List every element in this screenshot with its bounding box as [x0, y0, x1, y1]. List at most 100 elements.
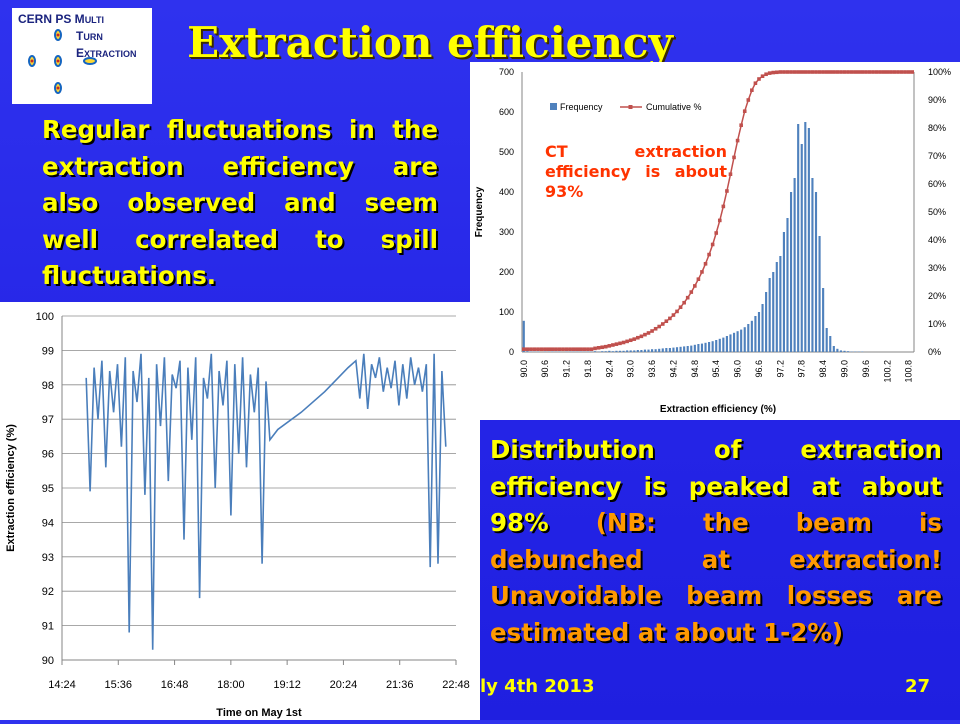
hist-cumulative-point	[536, 347, 540, 351]
hist-bar	[669, 348, 671, 352]
hist-cumulative-point	[771, 71, 775, 75]
hist-x-axis-title: Extraction efficiency (%)	[660, 404, 776, 415]
hist-y-tick-label: 600	[499, 107, 514, 117]
hist-cumulative-point	[558, 347, 562, 351]
hist-y-tick-label: 700	[499, 67, 514, 77]
hist-cumulative-point	[615, 342, 619, 346]
hist-bar	[690, 346, 692, 352]
ts-y-tick-label: 99	[42, 345, 54, 357]
hist-cumulative-point	[814, 70, 818, 74]
hist-cumulative-point	[800, 70, 804, 74]
hist-bar	[747, 324, 749, 352]
hist-y2-tick-label: 70%	[928, 151, 946, 161]
hist-bar	[758, 312, 760, 352]
hist-y-tick-label: 400	[499, 187, 514, 197]
page-number: 27	[905, 676, 930, 697]
hist-bar	[694, 345, 696, 352]
hist-cumulative-point	[543, 347, 547, 351]
hist-cumulative-point	[647, 331, 651, 335]
hist-cumulative-point	[668, 317, 672, 321]
ts-y-tick-label: 97	[42, 414, 54, 426]
hist-cumulative-point	[850, 70, 854, 74]
ts-x-tick-label: 18:00	[217, 679, 245, 691]
hist-bar	[523, 321, 525, 352]
hist-cumulative-point	[878, 70, 882, 74]
hist-cumulative-point	[561, 347, 565, 351]
hist-cumulative-point	[522, 347, 526, 351]
hist-cumulative-point	[654, 327, 658, 331]
hist-y2-tick-label: 100%	[928, 67, 951, 77]
hist-cumulative-point	[650, 329, 654, 333]
hist-x-tick-label: 99.0	[840, 360, 850, 378]
hist-bar	[605, 351, 607, 352]
hist-bar	[722, 338, 724, 352]
ts-y-axis-title: Extraction efficiency (%)	[5, 424, 17, 552]
hist-bar	[744, 327, 746, 352]
hist-bar	[815, 192, 817, 352]
hist-cumulative-point	[825, 70, 829, 74]
hist-x-tick-label: 90.0	[519, 360, 529, 378]
hist-cumulative-point	[900, 70, 904, 74]
hist-cumulative-point	[857, 70, 861, 74]
hist-cumulative-point	[804, 70, 808, 74]
hist-cumulative-point	[750, 88, 754, 92]
ts-x-tick-label: 22:48	[442, 679, 470, 691]
legend-cumulative-label: Cumulative %	[646, 102, 702, 112]
hist-bar	[526, 351, 528, 352]
hist-cumulative-point	[786, 70, 790, 74]
ts-x-tick-label: 21:36	[386, 679, 414, 691]
hist-cumulative-point	[600, 345, 604, 349]
hist-cumulative-point	[789, 70, 793, 74]
hist-y-tick-label: 500	[499, 147, 514, 157]
hist-bar	[811, 178, 813, 352]
hist-bar	[772, 272, 774, 352]
hist-cumulative-point	[889, 70, 893, 74]
hist-bar	[651, 349, 653, 352]
hist-x-tick-label: 97.2	[775, 360, 785, 378]
hist-bar	[594, 351, 596, 352]
hist-bar	[737, 331, 739, 352]
hist-cumulative-point	[672, 313, 676, 317]
hist-bar	[665, 348, 667, 352]
hist-bar	[633, 350, 635, 352]
hist-bar	[783, 232, 785, 352]
svg-text:CERN PS MULTI: CERN PS MULTI	[18, 12, 104, 26]
hist-bar	[658, 349, 660, 352]
hist-cumulative-point	[779, 70, 783, 74]
hist-cumulative-point	[568, 347, 572, 351]
hist-cumulative-point	[540, 347, 544, 351]
hist-cumulative-point	[811, 70, 815, 74]
hist-bar	[765, 292, 767, 352]
ts-y-tick-label: 95	[42, 483, 54, 495]
hist-x-tick-label: 99.6	[861, 360, 871, 378]
hist-cumulative-point	[775, 70, 779, 74]
hist-cumulative-point	[832, 70, 836, 74]
ts-y-tick-label: 94	[42, 517, 54, 529]
hist-cumulative-point	[529, 347, 533, 351]
hist-cumulative-point	[839, 70, 843, 74]
hist-cumulative-point	[711, 243, 715, 247]
ts-series-line	[86, 354, 446, 650]
hist-bar	[840, 350, 842, 352]
hist-x-tick-label: 93.0	[626, 360, 636, 378]
logo-line1b: ULTI	[85, 15, 104, 25]
hist-cumulative-point	[565, 347, 569, 351]
hist-x-tick-label: 98.4	[818, 360, 828, 378]
hist-bar	[751, 321, 753, 352]
hist-cumulative-point	[732, 156, 736, 160]
hist-x-tick-label: 91.8	[583, 360, 593, 378]
hist-y-axis-title: Frequency	[474, 186, 485, 237]
hist-y-tick-label: 100	[499, 307, 514, 317]
hist-cumulative-point	[828, 70, 832, 74]
hist-bar	[794, 178, 796, 352]
hist-bar	[826, 328, 828, 352]
hist-bar	[612, 351, 614, 352]
logo-line3a: E	[76, 46, 84, 60]
hist-cumulative-point	[910, 70, 914, 74]
hist-cumulative-point	[550, 347, 554, 351]
hist-cumulative-point	[625, 340, 629, 344]
hist-bar	[769, 278, 771, 352]
hist-cumulative-point	[533, 347, 537, 351]
